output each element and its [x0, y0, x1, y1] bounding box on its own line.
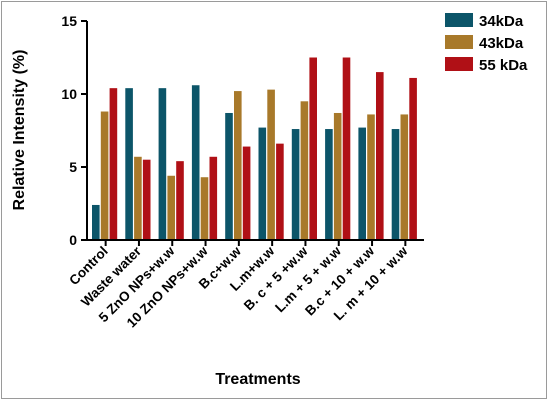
bar-43kda-7: [300, 101, 309, 240]
plot-area: [92, 57, 417, 241]
bar-43kda-6: [267, 89, 275, 241]
legend-swatch: [445, 13, 473, 27]
bar-43kda-10: [400, 114, 409, 240]
y-tick-label: 5: [69, 159, 77, 175]
bar-34kda-3: [158, 88, 167, 240]
bar-34kda-6: [258, 127, 267, 240]
axes: [86, 21, 424, 241]
bar-34kda-7: [291, 129, 300, 240]
y-tick-label: 10: [61, 86, 77, 102]
bar-55kda-3: [176, 161, 184, 240]
y-tick-label: 0: [69, 232, 77, 248]
bar-55kda-10: [409, 77, 417, 240]
bar-34kda-8: [325, 129, 333, 240]
bar-55kda-8: [342, 57, 351, 240]
bar-55kda-1: [109, 88, 118, 240]
bar-34kda-2: [125, 88, 133, 240]
x-axis-label: Treatments: [215, 371, 300, 388]
y-axis-label: Relative Intensity (%): [11, 50, 28, 211]
bar-34kda-5: [225, 112, 233, 240]
bar-43kda-8: [333, 112, 342, 240]
bar-55kda-5: [242, 146, 251, 240]
bar-55kda-6: [276, 143, 284, 240]
bar-43kda-3: [167, 175, 175, 240]
legend-label: 55 kDa: [479, 57, 528, 74]
bar-55kda-9: [376, 72, 384, 240]
y-tick-label: 15: [61, 13, 77, 29]
legend: 34kDa 43kDa 55 kDa: [445, 13, 528, 74]
legend-swatch: [445, 57, 473, 71]
bar-43kda-9: [367, 114, 375, 240]
legend-swatch: [445, 35, 473, 49]
bar-55kda-2: [142, 159, 151, 240]
bar-34kda-1: [92, 204, 100, 240]
bar-43kda-4: [200, 177, 209, 240]
bar-43kda-1: [100, 111, 109, 241]
bar-34kda-9: [358, 127, 366, 240]
bar-55kda-4: [209, 156, 218, 240]
bar-55kda-7: [309, 57, 317, 240]
bar-43kda-5: [234, 91, 242, 240]
legend-label: 34kDa: [479, 13, 524, 30]
bar-34kda-4: [191, 85, 200, 241]
y-ticks: 0 5 10 15: [61, 13, 87, 248]
bar-34kda-10: [391, 129, 400, 240]
bar-43kda-2: [134, 156, 142, 240]
legend-label: 43kDa: [479, 35, 524, 52]
